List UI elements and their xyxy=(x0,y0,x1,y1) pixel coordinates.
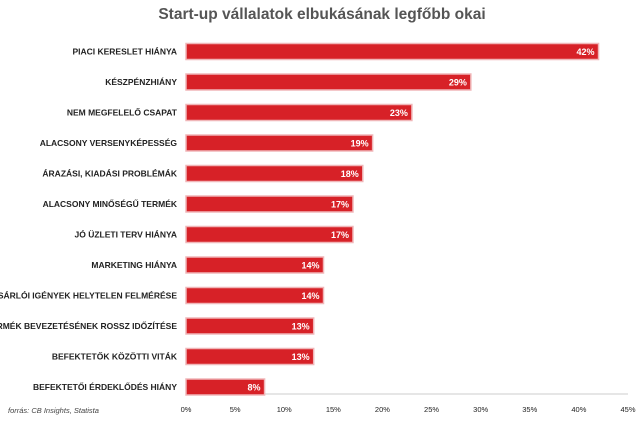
x-tick-label: 10% xyxy=(277,405,292,414)
bar xyxy=(185,347,315,366)
chart-title: Start-up vállalatok elbukásának legfőbb … xyxy=(158,6,486,23)
bar-value-label: 13% xyxy=(292,322,310,332)
bar-value-label: 17% xyxy=(331,230,349,240)
bar-value-label: 8% xyxy=(248,383,261,393)
category-label: BEFEKTETŐI ÉRDEKLŐDÉS HIÁNY xyxy=(33,381,177,392)
bar xyxy=(185,42,600,61)
bar xyxy=(185,103,413,122)
bar xyxy=(185,225,354,244)
bar-value-label: 29% xyxy=(449,78,467,88)
bar xyxy=(185,195,354,213)
category-label: ALACSONY MINŐSÉGŰ TERMÉK xyxy=(43,198,178,209)
source-note: forrás: CB Insights, Statista xyxy=(8,406,99,415)
bar-value-label: 14% xyxy=(301,261,319,271)
category-label: TERMÉK BEVEZETÉSÉNEK ROSSZ IDŐZÍTÉSE xyxy=(0,320,177,331)
x-tick-label: 30% xyxy=(473,405,488,414)
category-label: KÉSZPÉNZHIÁNY xyxy=(105,77,177,87)
bar-value-label: 23% xyxy=(390,108,408,118)
bar xyxy=(185,134,374,152)
x-tick-label: 35% xyxy=(522,405,537,414)
category-label: ALACSONY VERSENYKÉPESSÉG xyxy=(40,138,178,148)
category-label: MARKETING HIÁNYA xyxy=(91,260,177,270)
bar-value-label: 42% xyxy=(577,47,595,57)
bar-value-label: 18% xyxy=(341,169,359,179)
x-tick-label: 20% xyxy=(375,405,390,414)
bar xyxy=(185,164,364,183)
x-tick-label: 40% xyxy=(571,405,586,414)
category-label: BEFEKTETŐK KÖZÖTTI VITÁK xyxy=(52,351,178,362)
bar-value-label: 14% xyxy=(301,291,319,301)
x-tick-label: 45% xyxy=(620,405,635,414)
category-label: VÁSÁRLÓI IGÉNYEK HELYTELEN FELMÉRÉSE xyxy=(0,290,177,301)
bar xyxy=(185,317,315,335)
bar xyxy=(185,378,266,396)
bar xyxy=(185,73,472,91)
category-label: ÁRAZÁSI, KIADÁSI PROBLÉMÁK xyxy=(42,169,177,179)
category-label: JÓ ÜZLETI TERV HIÁNYA xyxy=(75,229,178,240)
category-label: PIACI KERESLET HIÁNYA xyxy=(72,47,177,57)
x-tick-label: 0% xyxy=(181,405,192,414)
category-label: NEM MEGFELELŐ CSAPAT xyxy=(67,107,178,118)
x-tick-label: 15% xyxy=(326,405,341,414)
bar xyxy=(185,286,325,305)
bar-value-label: 17% xyxy=(331,200,349,210)
bar xyxy=(185,256,325,274)
x-tick-label: 25% xyxy=(424,405,439,414)
bar-value-label: 13% xyxy=(292,352,310,362)
x-tick-label: 5% xyxy=(230,405,241,414)
bar-value-label: 19% xyxy=(351,139,369,149)
